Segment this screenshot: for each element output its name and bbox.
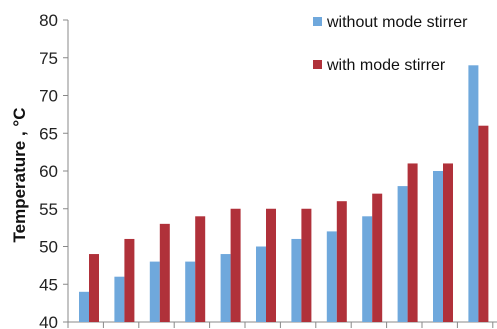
y-tick-label: 80 [39,11,58,30]
bar-without-mode-stirrer-9 [362,216,373,322]
bar-with-mode-stirrer-9 [372,193,383,322]
bar-with-mode-stirrer-3 [159,223,170,322]
bar-without-mode-stirrer-3 [149,261,160,322]
bar-with-mode-stirrer-8 [336,201,347,322]
bars [79,65,489,323]
bar-without-mode-stirrer-2 [114,276,125,322]
y-tick-label: 45 [39,275,58,294]
y-tick-label: 40 [39,313,58,329]
bar-without-mode-stirrer-6 [256,246,266,322]
bar-without-mode-stirrer-4 [185,261,196,322]
legend: without mode stirrer with mode stirrer [313,14,468,74]
legend-label-without-mode-stirrer: without mode stirrer [326,14,468,31]
y-tick-label: 50 [39,238,58,257]
legend-swatch-without-mode-stirrer [313,17,322,26]
bar-without-mode-stirrer-1 [79,291,89,322]
bar-with-mode-stirrer-6 [266,208,276,322]
legend-label-with-mode-stirrer: with mode stirrer [326,57,446,74]
y-tick-label: 55 [39,200,58,219]
bar-with-mode-stirrer-4 [195,216,206,322]
bar-with-mode-stirrer-1 [89,254,99,322]
y-tick-label: 70 [39,87,58,106]
bar-with-mode-stirrer-12 [478,125,489,322]
y-tick-label: 60 [39,162,58,181]
y-axis-ticks: 40 45 50 55 60 65 70 75 80 [39,11,68,329]
y-tick-label: 65 [39,124,58,143]
x-axis-ticks [67,322,494,328]
bar-without-mode-stirrer-5 [220,254,231,322]
bar-without-mode-stirrer-8 [326,231,337,322]
bar-with-mode-stirrer-2 [124,238,135,322]
bar-without-mode-stirrer-11 [433,171,443,322]
bar-with-mode-stirrer-10 [407,163,418,322]
bar-with-mode-stirrer-5 [230,208,241,322]
y-tick-label: 75 [39,49,58,68]
bar-without-mode-stirrer-10 [397,186,408,322]
bar-without-mode-stirrer-12 [468,65,479,323]
bar-with-mode-stirrer-7 [301,208,312,322]
bar-with-mode-stirrer-11 [443,163,453,322]
legend-swatch-with-mode-stirrer [313,60,322,69]
bar-without-mode-stirrer-7 [291,238,302,322]
y-axis-title: Temperature , °C [10,108,29,243]
